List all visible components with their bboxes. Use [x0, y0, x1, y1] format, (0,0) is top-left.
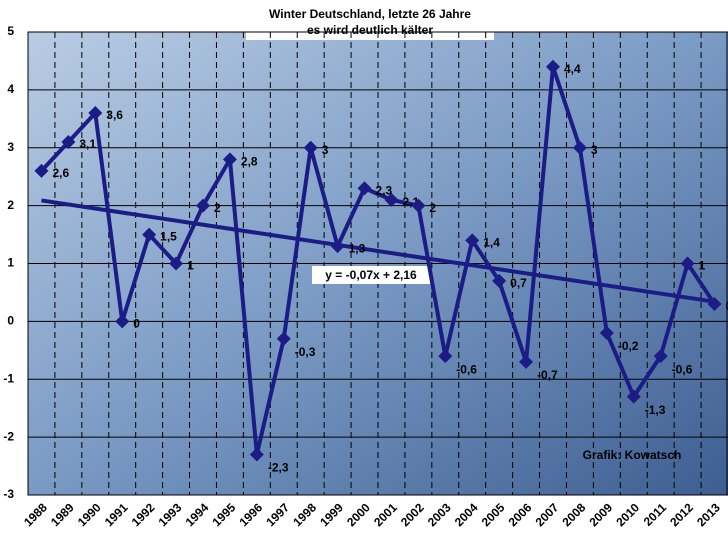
y-tick-label: 1 [7, 256, 14, 270]
data-label: 4,4 [564, 62, 581, 76]
marker [276, 331, 291, 346]
marker [330, 239, 345, 254]
data-label: 3,6 [106, 108, 123, 122]
data-label: 0,7 [510, 276, 527, 290]
annotation: Grafik: Kowatsch [583, 448, 682, 462]
data-label: 2 [429, 201, 436, 215]
marker [384, 192, 399, 207]
y-tick-label: -2 [3, 429, 14, 443]
marker [680, 256, 695, 271]
marker [653, 349, 668, 364]
data-label: 3 [322, 143, 329, 157]
data-label: -0,7 [537, 368, 558, 382]
chart-subtitle: es wird deutlich kälter [307, 23, 433, 37]
data-label: 3,1 [79, 137, 96, 151]
y-tick-label: -3 [3, 487, 14, 501]
data-label: -0,6 [456, 362, 477, 376]
marker [222, 152, 237, 167]
marker [249, 447, 264, 462]
marker [196, 198, 210, 213]
data-label: 3 [591, 143, 598, 157]
y-tick-label: 5 [7, 24, 14, 38]
marker [572, 140, 587, 155]
trendline-label: y = -0,07x + 2,16 [325, 268, 417, 282]
chart-title: Winter Deutschland, letzte 26 Jahre [269, 7, 471, 21]
data-label: -2,3 [268, 461, 289, 475]
marker [357, 181, 372, 196]
marker [142, 227, 157, 242]
marker [626, 389, 641, 404]
title-box [246, 6, 494, 40]
data-label: -0,2 [618, 339, 639, 353]
data-label: 2,3 [376, 183, 393, 197]
trendline-label-box [312, 266, 430, 284]
y-tick-label: 3 [7, 140, 14, 154]
y-tick-label: 0 [7, 314, 14, 328]
data-label: 2 [214, 201, 221, 215]
marker [546, 59, 560, 74]
marker [169, 256, 184, 271]
marker [438, 349, 453, 364]
y-tick-label: 4 [7, 82, 14, 96]
marker [492, 273, 507, 288]
y-tick-label: 2 [7, 198, 14, 212]
trendline [41, 198, 715, 304]
plot-border [27, 31, 728, 496]
marker [303, 140, 318, 155]
data-label: 1 [187, 259, 194, 273]
data-label: 1,5 [160, 230, 177, 244]
marker [707, 297, 722, 312]
series-line [39, 64, 717, 457]
marker [34, 163, 49, 178]
data-label: -0,3 [295, 345, 316, 359]
data-label: 0,3 [726, 299, 728, 313]
data-label: -0,6 [672, 362, 693, 376]
marker [411, 198, 426, 213]
data-label: 1,3 [349, 241, 366, 255]
marker [465, 233, 480, 248]
data-label: 1 [699, 259, 706, 273]
data-label: -1,3 [645, 403, 666, 417]
y-tick-label: -1 [3, 371, 14, 385]
marker [88, 106, 103, 121]
marker [599, 325, 614, 340]
marker [61, 134, 76, 149]
marker [115, 314, 130, 329]
marker [519, 354, 534, 369]
data-label: 1,4 [483, 236, 500, 250]
data-label: 0 [133, 317, 140, 331]
data-label: 2,6 [52, 166, 69, 180]
data-label: 2,8 [241, 154, 258, 168]
